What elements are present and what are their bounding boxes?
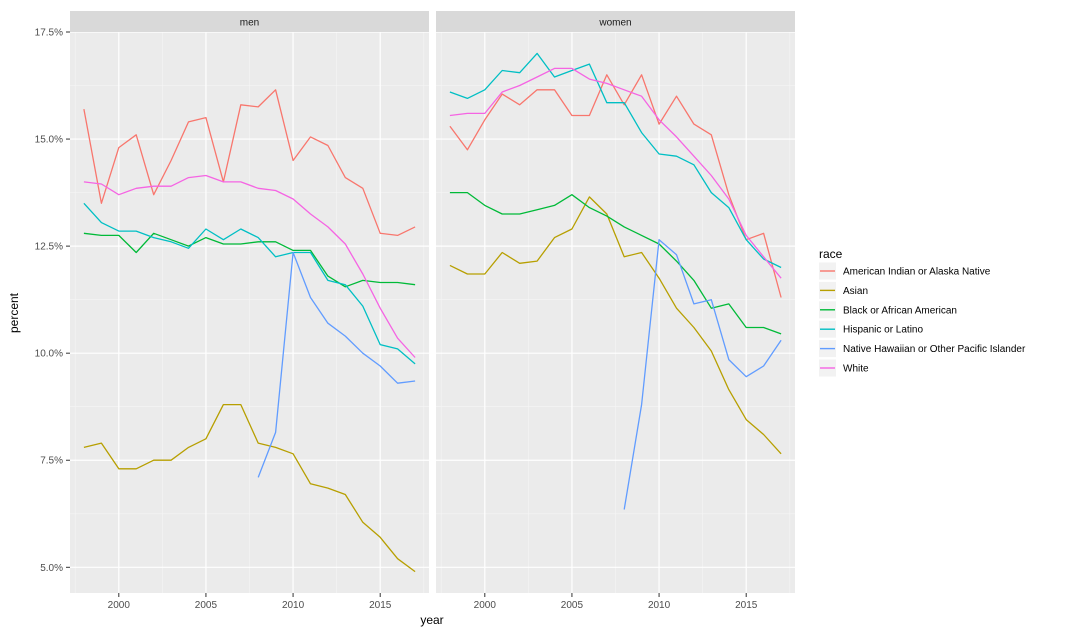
- series-line-women-asian: [449, 196, 782, 455]
- facet-label-women: women: [598, 18, 631, 29]
- series-line-men-black-or-african-american: [83, 232, 416, 288]
- legend-entry-label: Hispanic or Latino: [843, 325, 923, 336]
- legend-entry-label: Asian: [843, 286, 868, 297]
- x-tick-label: 2000: [108, 600, 131, 611]
- facet-strip-men: [70, 11, 429, 32]
- legend-title: race: [819, 247, 843, 261]
- series-line-men-hispanic-or-latino: [83, 202, 416, 365]
- legend-entry-label: Native Hawaiian or Other Pacific Islande…: [843, 344, 1026, 355]
- x-tick-label: 2010: [282, 600, 305, 611]
- legend-entry-label: White: [843, 364, 869, 375]
- series-line-women-black-or-african-american: [449, 191, 782, 335]
- series-line-women-hispanic-or-latino: [449, 52, 782, 269]
- series-line-women-american-indian-or-alaska-native: [449, 74, 782, 298]
- y-tick-label: 15.0%: [35, 135, 63, 146]
- series-line-men-american-indian-or-alaska-native: [83, 89, 416, 237]
- legend-entry-label: American Indian or Alaska Native: [843, 267, 991, 278]
- x-tick-label: 2015: [369, 600, 392, 611]
- x-tick-label: 2015: [735, 600, 758, 611]
- x-tick-label: 2005: [561, 600, 584, 611]
- y-tick-label: 10.0%: [35, 349, 63, 360]
- series-line-men-white: [83, 174, 416, 358]
- series-line-men-native-hawaiian-or-other-pacific-islander: [257, 251, 416, 478]
- y-axis-title: percent: [7, 292, 21, 333]
- y-tick-label: 5.0%: [40, 563, 63, 574]
- y-tick-label: 17.5%: [35, 28, 63, 39]
- y-tick-label: 12.5%: [35, 242, 63, 253]
- facet-strip-women: [436, 11, 795, 32]
- series-line-men-asian: [83, 403, 416, 573]
- x-tick-label: 2010: [648, 600, 671, 611]
- x-tick-label: 2005: [195, 600, 218, 611]
- x-tick-label: 2000: [474, 600, 497, 611]
- facet-label-men: men: [240, 18, 259, 29]
- series-line-women-native-hawaiian-or-other-pacific-islander: [623, 239, 782, 510]
- legend-entry-label: Black or African American: [843, 305, 957, 316]
- x-axis-title: year: [420, 613, 443, 627]
- y-tick-label: 7.5%: [40, 456, 63, 467]
- series-line-women-white: [449, 67, 782, 279]
